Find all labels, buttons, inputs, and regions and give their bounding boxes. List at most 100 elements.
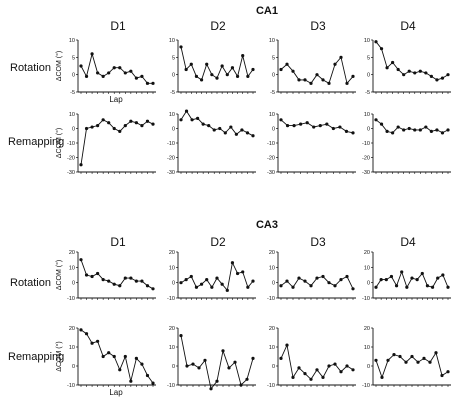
data-point — [140, 362, 144, 366]
data-point — [386, 358, 390, 362]
y-tick-label: -10 — [67, 141, 75, 147]
y-tick-label: -10 — [167, 383, 175, 389]
data-point — [297, 366, 301, 370]
data-point — [410, 354, 414, 359]
y-tick-label: 10 — [169, 345, 175, 351]
data-point — [379, 47, 384, 51]
section-title-ca1: CA1 — [256, 5, 278, 17]
data-point — [185, 364, 189, 368]
data-point — [279, 356, 283, 360]
y-tick-label: 10 — [364, 265, 370, 271]
data-point — [379, 278, 383, 282]
data-point — [415, 278, 419, 282]
data-point — [151, 381, 155, 385]
panels: 10 5 0 -5 10 5 0 -5 10 5 0 -5 10 5 0 -5 ΔCOM (°) Lap 10 0 -1… — [55, 38, 451, 397]
data-point — [201, 122, 205, 126]
data-point — [384, 278, 388, 282]
data-point — [191, 362, 195, 366]
data-point — [90, 274, 94, 279]
data-point — [194, 74, 199, 78]
y-axis-label-ca3-remapping: ΔCOM (°) — [55, 341, 63, 371]
x-axis-label-ca1-rotation: Lap — [109, 95, 123, 104]
y-tick-label: 20 — [269, 326, 275, 332]
data-point — [145, 373, 150, 378]
data-point — [145, 119, 150, 123]
panel-ca3-rotation-d2: 20 10 0 -10 — [167, 250, 256, 302]
data-point — [418, 128, 422, 132]
data-point — [225, 288, 229, 292]
data-point — [429, 129, 433, 133]
data-point — [215, 276, 219, 280]
data-point — [118, 66, 122, 70]
data-point — [151, 122, 155, 126]
column-title-d1: D1 — [110, 19, 126, 33]
data-point — [194, 285, 199, 289]
data-point — [333, 362, 337, 366]
data-point — [291, 375, 295, 379]
data-point — [380, 375, 384, 379]
data-point — [140, 74, 144, 78]
y-tick-label: -30 — [167, 170, 175, 176]
data-point — [402, 73, 406, 77]
column-title-d3: D3 — [310, 19, 326, 33]
data-point — [90, 125, 94, 129]
panel-ca1-rotation-d1: 10 5 0 -5 — [69, 38, 156, 96]
x-axis-label-ca3-remapping: Lap — [109, 388, 123, 397]
data-point — [225, 73, 229, 77]
data-point — [394, 284, 399, 288]
series-line — [280, 343, 354, 381]
panel-ca3-rotation-d1: 20 10 0 -10 — [67, 250, 156, 302]
data-point — [407, 126, 411, 131]
y-tick-label: 10 — [69, 345, 75, 351]
y-tick-label: 0 — [367, 73, 370, 79]
data-point — [184, 67, 188, 72]
data-point — [407, 69, 411, 73]
y-tick-label: -10 — [267, 296, 275, 302]
data-point — [235, 74, 240, 78]
data-point — [241, 54, 245, 58]
data-point — [321, 274, 325, 279]
data-point — [436, 276, 440, 280]
series-line — [80, 259, 154, 290]
series-line — [80, 52, 153, 84]
data-point — [90, 52, 94, 56]
data-point — [385, 66, 389, 70]
data-point — [309, 284, 313, 288]
y-tick-label: 20 — [269, 250, 275, 256]
data-point — [291, 285, 295, 289]
y-tick-label: 20 — [69, 250, 75, 256]
data-point — [446, 73, 450, 77]
panel-ca3-rotation-d3: 20 10 0 -10 — [267, 250, 356, 302]
y-tick-label: 0 — [367, 127, 370, 133]
y-tick-label: 10 — [269, 38, 275, 44]
data-point — [151, 287, 155, 291]
y-tick-label: 5 — [367, 55, 370, 61]
data-point — [140, 279, 144, 283]
data-point — [112, 126, 116, 131]
data-point — [96, 124, 100, 128]
data-point — [315, 73, 319, 77]
data-point — [190, 118, 194, 122]
data-point — [112, 282, 116, 286]
y-tick-label: 0 — [72, 281, 75, 287]
y-tick-label: 0 — [72, 127, 75, 133]
data-point — [240, 128, 244, 132]
data-point — [297, 78, 301, 82]
data-point — [303, 78, 307, 82]
data-point — [223, 131, 227, 135]
data-point — [199, 282, 204, 286]
data-point — [207, 124, 211, 128]
y-tick-label: 10 — [169, 38, 175, 44]
data-point — [435, 78, 439, 82]
data-point — [118, 368, 122, 372]
data-point — [425, 284, 430, 288]
y-tick-label: 5 — [172, 55, 175, 61]
data-point — [391, 131, 395, 135]
y-tick-label: 10 — [364, 38, 370, 44]
data-point — [229, 125, 233, 129]
y-tick-label: -10 — [67, 296, 75, 302]
data-point — [246, 285, 250, 289]
series-line — [280, 119, 354, 134]
data-point — [351, 74, 355, 78]
data-point — [251, 134, 255, 138]
